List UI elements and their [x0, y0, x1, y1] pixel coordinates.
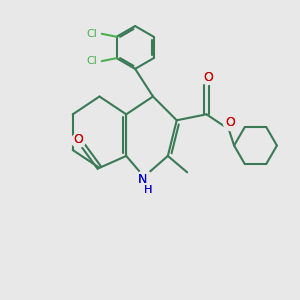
Text: O: O — [73, 133, 83, 146]
Text: O: O — [73, 133, 83, 146]
Text: O: O — [203, 71, 213, 84]
Text: Cl: Cl — [86, 56, 97, 66]
Text: H: H — [143, 185, 152, 195]
Text: N: N — [138, 172, 147, 186]
Text: N: N — [138, 172, 147, 186]
Text: O: O — [203, 71, 213, 84]
Text: H: H — [143, 185, 152, 195]
Text: O: O — [225, 116, 235, 129]
Text: O: O — [225, 116, 235, 129]
Text: Cl: Cl — [86, 29, 97, 39]
